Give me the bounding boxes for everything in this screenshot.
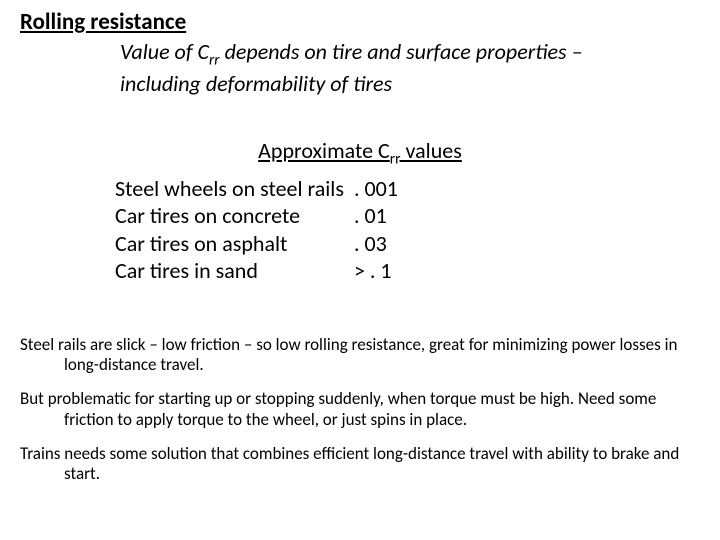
paragraphs: Steel rails are slick – low friction – s… xyxy=(20,335,700,485)
table-row: Car tires on asphalt . 03 xyxy=(115,230,404,258)
table-value: . 01 xyxy=(350,202,404,230)
table-label: Car tires on asphalt xyxy=(115,230,350,258)
paragraph: Steel rails are slick – low friction – s… xyxy=(20,335,700,376)
table-label: Car tires in sand xyxy=(115,257,350,285)
table-value: . 001 xyxy=(350,175,404,203)
paragraph: But problematic for starting up or stopp… xyxy=(20,389,700,430)
page-title: Rolling resistance xyxy=(20,8,700,36)
section-heading: Approximate Crr values xyxy=(20,137,700,168)
slide: Rolling resistance Value of Crr depends … xyxy=(0,0,720,540)
heading-sub: rr xyxy=(390,150,401,169)
table-label: Car tires on concrete xyxy=(115,202,350,230)
subtitle-sub: rr xyxy=(209,50,220,69)
heading-pre: Approximate C xyxy=(258,137,390,164)
subtitle: Value of Crr depends on tire and surface… xyxy=(120,38,660,97)
table-value: > . 1 xyxy=(350,257,404,285)
heading-post: values xyxy=(401,137,462,164)
table-value: . 03 xyxy=(350,230,404,258)
table-row: Car tires in sand > . 1 xyxy=(115,257,404,285)
table-row: Steel wheels on steel rails . 001 xyxy=(115,175,404,203)
table-row: Car tires on concrete . 01 xyxy=(115,202,404,230)
paragraph: Trains needs some solution that combines… xyxy=(20,444,700,485)
subtitle-pre: Value of C xyxy=(120,38,209,65)
values-table: Steel wheels on steel rails . 001 Car ti… xyxy=(115,175,700,285)
table-label: Steel wheels on steel rails xyxy=(115,175,350,203)
